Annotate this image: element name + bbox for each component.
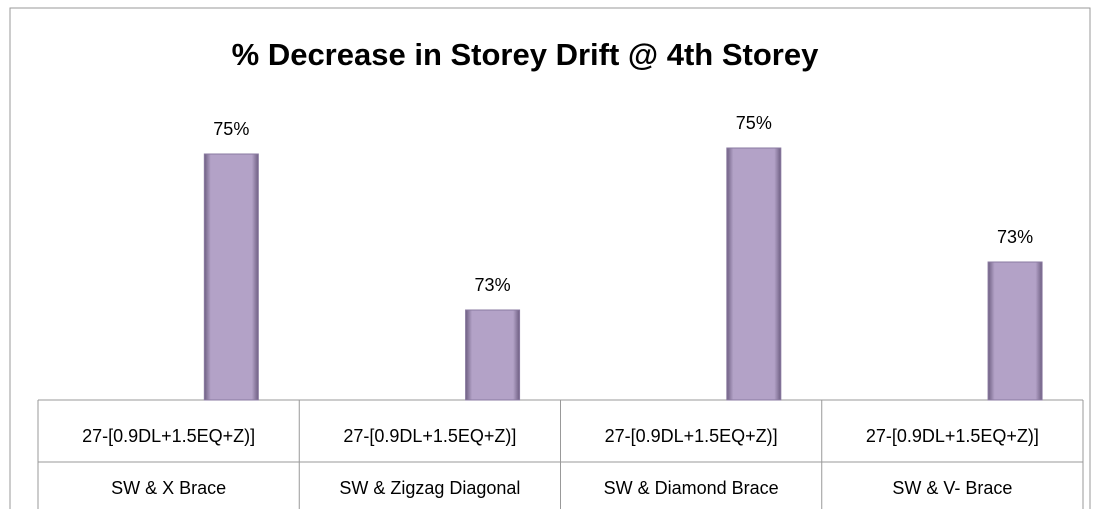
x-tick-label: SW & Diamond Brace [604,478,779,498]
bar [465,309,521,401]
x-group-label: 27-[0.9DL+1.5EQ+Z)] [343,426,516,446]
chart-title: % Decrease in Storey Drift @ 4th Storey [232,37,819,72]
data-label: 75% [213,119,249,139]
x-group-label: 27-[0.9DL+1.5EQ+Z)] [82,426,255,446]
data-label: 73% [475,275,511,295]
x-tick-label: SW & V- Brace [892,478,1012,498]
bar [203,153,259,401]
data-label: 73% [997,227,1033,247]
x-tick-label: SW & Zigzag Diagonal [339,478,520,498]
x-tick-label: SW & X Brace [111,478,226,498]
bar [726,147,782,401]
data-label: 75% [736,113,772,133]
x-group-label: 27-[0.9DL+1.5EQ+Z)] [866,426,1039,446]
bar [987,261,1043,401]
x-group-label: 27-[0.9DL+1.5EQ+Z)] [605,426,778,446]
chart-frame [9,7,1091,509]
